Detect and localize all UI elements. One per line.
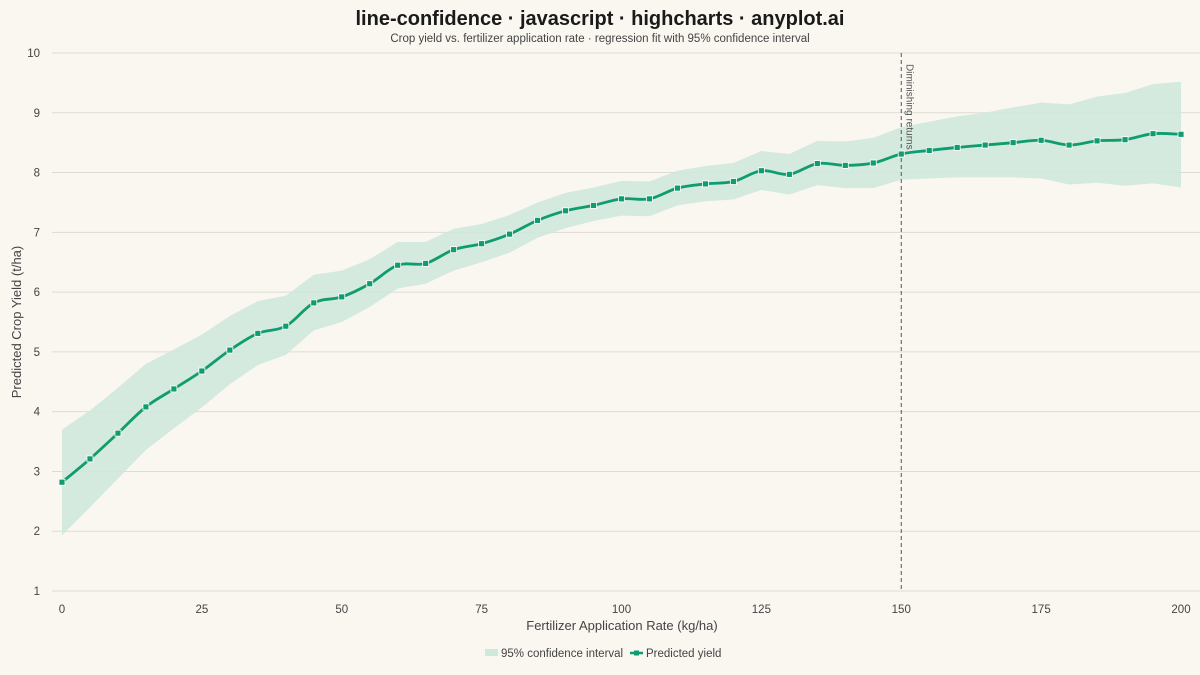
data-point-160 — [953, 144, 961, 151]
data-point-165 — [981, 141, 989, 149]
x-axis-ticks: 0 25 50 75 100 125 150 175 200 — [59, 604, 1191, 616]
y-tick-label-1: 1 — [34, 586, 40, 598]
data-point-115 — [702, 180, 709, 188]
data-point-10 — [114, 429, 122, 437]
legend-label-band: 95% confidence interval — [501, 648, 623, 660]
data-point-85 — [534, 216, 541, 224]
confidence-band-area — [62, 81, 1181, 536]
data-point-180 — [1065, 141, 1073, 149]
y-axis-title: Predicted Crop Yield (t/ha) — [9, 246, 24, 398]
data-point-175 — [1037, 136, 1045, 144]
data-point-135 — [813, 160, 821, 167]
data-point-105 — [646, 195, 653, 203]
legend-label-line: Predicted yield — [646, 648, 721, 660]
data-point-150 — [897, 150, 905, 158]
x-tick-label-75: 75 — [475, 604, 488, 616]
data-point-195 — [1149, 130, 1157, 138]
legend-item-band[interactable]: 95% confidence interval — [485, 648, 623, 660]
grid-lines — [52, 52, 1200, 592]
data-point-140 — [841, 161, 849, 169]
annotation-label-0: Diminishing returns — [903, 64, 914, 150]
data-point-100 — [618, 195, 625, 203]
y-axis-ticks: 1 2 3 4 5 6 7 8 9 10 — [27, 48, 40, 598]
data-point-110 — [674, 184, 681, 192]
x-tick-label-175: 175 — [1032, 604, 1051, 616]
y-tick-label-4: 4 — [34, 407, 41, 419]
data-point-155 — [925, 147, 933, 154]
data-point-20 — [170, 385, 178, 393]
data-point-200 — [1177, 130, 1185, 138]
legend-swatch-band — [485, 649, 498, 656]
y-tick-label-7: 7 — [34, 227, 40, 239]
y-tick-label-2: 2 — [34, 526, 40, 538]
data-point-60 — [394, 261, 402, 269]
data-point-0 — [58, 478, 66, 486]
y-tick-label-3: 3 — [34, 466, 40, 478]
chart-subtitle: Crop yield vs. fertilizer application ra… — [390, 33, 809, 45]
data-point-130 — [785, 170, 793, 178]
x-tick-label-100: 100 — [612, 604, 631, 616]
legend[interactable]: 95% confidence interval Predicted yield — [485, 648, 721, 660]
y-tick-label-5: 5 — [34, 347, 40, 359]
data-point-95 — [590, 202, 597, 209]
chart-title: line-confidence · javascript · highchart… — [356, 8, 845, 30]
data-point-40 — [282, 322, 290, 330]
data-point-170 — [1009, 139, 1017, 147]
x-tick-label-200: 200 — [1171, 604, 1190, 616]
data-point-65 — [422, 260, 430, 267]
data-point-35 — [254, 329, 262, 337]
data-point-190 — [1121, 136, 1129, 144]
legend-item-line[interactable]: Predicted yield — [630, 648, 721, 660]
x-tick-label-125: 125 — [752, 604, 771, 616]
x-tick-label-0: 0 — [59, 604, 65, 616]
data-point-90 — [562, 207, 569, 215]
annotation-layer: Diminishing returns — [900, 53, 914, 591]
x-tick-label-50: 50 — [335, 604, 348, 616]
data-point-50 — [338, 293, 346, 301]
prediction-markers — [58, 130, 1185, 486]
data-point-70 — [450, 246, 458, 254]
x-tick-label-150: 150 — [892, 604, 911, 616]
legend-swatch-marker — [634, 650, 639, 656]
y-tick-label-8: 8 — [34, 168, 40, 180]
data-point-55 — [366, 280, 374, 288]
data-point-145 — [869, 159, 877, 167]
data-point-25 — [198, 367, 206, 375]
y-tick-label-10: 10 — [27, 48, 40, 60]
x-tick-label-25: 25 — [195, 604, 208, 616]
data-point-15 — [142, 403, 150, 411]
data-point-185 — [1093, 137, 1101, 145]
data-point-30 — [226, 346, 234, 354]
data-point-45 — [310, 299, 318, 307]
y-tick-label-9: 9 — [34, 108, 40, 120]
confidence-band — [62, 81, 1181, 536]
data-point-80 — [506, 230, 514, 238]
data-point-75 — [478, 240, 486, 248]
data-point-5 — [86, 455, 94, 463]
data-point-120 — [730, 178, 737, 185]
x-axis-title: Fertilizer Application Rate (kg/ha) — [526, 618, 717, 633]
data-point-125 — [757, 167, 765, 175]
y-tick-label-6: 6 — [34, 287, 40, 299]
